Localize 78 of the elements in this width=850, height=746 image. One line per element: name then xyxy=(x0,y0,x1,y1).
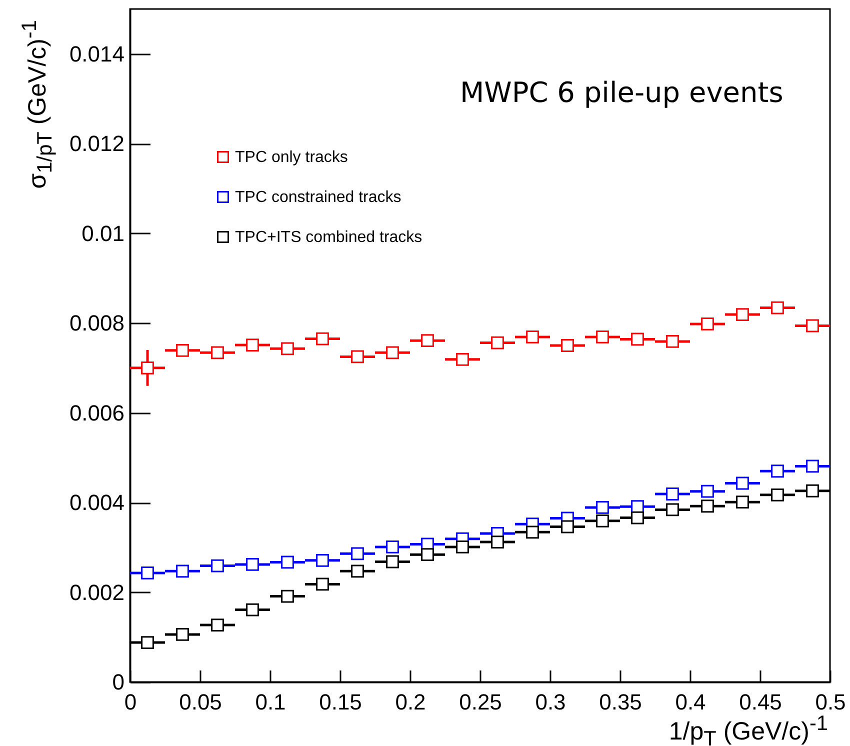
point xyxy=(526,526,539,539)
point xyxy=(631,332,644,346)
x-tick-label: 0.4 xyxy=(675,690,706,714)
point xyxy=(596,514,609,528)
legend-label: TPC+ITS combined tracks xyxy=(235,229,422,246)
point xyxy=(316,578,329,591)
x-axis-title: 1/p$_{T}$ (GeV/c)$^{-1}$ xyxy=(668,712,828,746)
x-tick-label: 0.15 xyxy=(319,690,362,714)
point xyxy=(701,500,714,513)
point xyxy=(806,319,819,332)
point xyxy=(666,488,679,500)
point xyxy=(631,511,644,524)
point xyxy=(211,618,224,632)
point xyxy=(141,566,154,580)
point xyxy=(386,540,399,554)
point xyxy=(806,484,819,498)
point xyxy=(596,330,609,344)
point xyxy=(491,536,504,548)
legend-label: TPC only tracks xyxy=(235,149,348,166)
point xyxy=(701,484,714,498)
point xyxy=(456,352,469,366)
point xyxy=(351,350,364,364)
x-tick-label: 0.45 xyxy=(739,690,782,714)
point xyxy=(386,555,399,568)
y-tick-label: 0.006 xyxy=(69,400,124,426)
point xyxy=(666,335,679,348)
x-tick-label: 0.2 xyxy=(395,690,426,714)
point xyxy=(281,556,294,569)
x-tick-label: 0.25 xyxy=(459,690,502,714)
point xyxy=(806,460,819,473)
y-tick-label: 0.014 xyxy=(69,41,124,66)
point xyxy=(526,330,539,344)
point xyxy=(211,346,224,360)
point xyxy=(141,636,154,649)
point xyxy=(456,540,469,554)
point xyxy=(316,554,329,567)
point xyxy=(561,520,574,534)
x-tick-label: 0.35 xyxy=(599,690,642,714)
point xyxy=(281,590,294,603)
point xyxy=(176,564,189,578)
point xyxy=(736,308,749,321)
point xyxy=(491,336,504,350)
point xyxy=(246,558,259,571)
point xyxy=(141,361,154,374)
point xyxy=(386,346,399,360)
point xyxy=(316,332,329,346)
y-tick-label: 0 xyxy=(112,670,124,694)
point xyxy=(211,559,224,572)
point xyxy=(631,500,644,514)
annotation: MWPC 6 pile-up events xyxy=(452,72,792,113)
point xyxy=(246,603,259,616)
point xyxy=(176,344,189,357)
point xyxy=(736,496,749,509)
point xyxy=(351,564,364,578)
y-tick-label: 0.01 xyxy=(82,220,124,246)
x-tick-label: 0.05 xyxy=(179,690,222,714)
y-tick-label: 0.012 xyxy=(69,131,124,156)
point xyxy=(666,503,679,516)
point xyxy=(771,301,784,314)
y-tick-label: 0.008 xyxy=(69,310,124,336)
x-tick-label: 0.1 xyxy=(255,690,286,714)
legend-label: TPC constrained tracks xyxy=(235,189,402,206)
point xyxy=(351,547,364,560)
point xyxy=(561,339,574,352)
point xyxy=(281,342,294,356)
y-tick-label: 0.004 xyxy=(69,490,124,516)
point xyxy=(701,318,714,330)
point xyxy=(176,628,189,641)
x-tick-label: 0.3 xyxy=(535,690,566,714)
point xyxy=(771,464,784,478)
point xyxy=(246,338,259,352)
point xyxy=(421,334,434,348)
point xyxy=(596,501,609,514)
point xyxy=(736,476,749,490)
x-tick-label: 0.5 xyxy=(815,690,846,714)
point xyxy=(421,548,434,562)
y-tick-label: 0.002 xyxy=(69,580,124,605)
point xyxy=(771,488,784,502)
